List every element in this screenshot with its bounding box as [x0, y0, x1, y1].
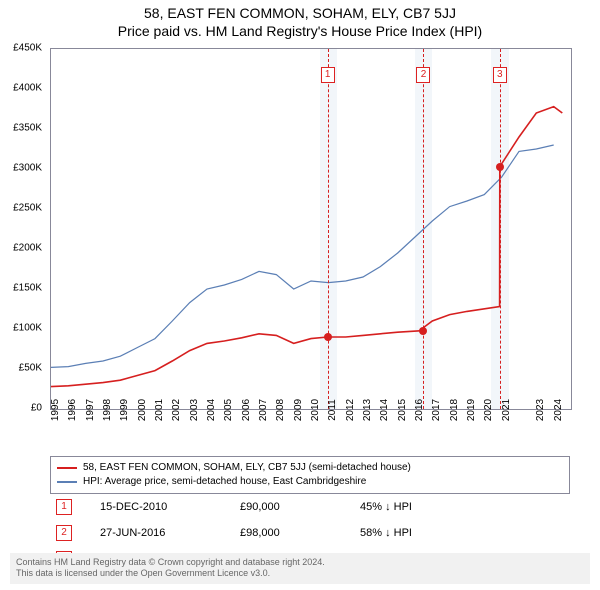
legend-color-line [57, 481, 77, 483]
transaction-marker: 3 [493, 67, 507, 83]
chart-lines-svg [51, 49, 571, 409]
transaction-row: 1 15-DEC-2010£90,00045% ↓ HPI [50, 494, 570, 520]
transaction-row-date: 27-JUN-2016 [100, 527, 240, 539]
transaction-vline [423, 49, 424, 409]
transaction-marker: 1 [321, 67, 335, 83]
y-tick-label: £0 [31, 403, 42, 414]
transaction-row-num: 1 [56, 499, 72, 515]
y-tick-label: £100K [13, 323, 42, 334]
y-tick-label: £450K [13, 43, 42, 54]
chart-legend: 58, EAST FEN COMMON, SOHAM, ELY, CB7 5JJ… [50, 456, 570, 494]
y-tick-label: £350K [13, 123, 42, 134]
transaction-row-price: £90,000 [240, 501, 360, 513]
transaction-row-pct: 58% ↓ HPI [360, 527, 480, 539]
transaction-vline [328, 49, 329, 409]
transaction-row-pct: 45% ↓ HPI [360, 501, 480, 513]
chart-plot-area: 1 2 3 [50, 48, 572, 410]
chart-title: 58, EAST FEN COMMON, SOHAM, ELY, CB7 5JJ… [0, 0, 600, 40]
price-dot [324, 333, 332, 341]
y-tick-label: £250K [13, 203, 42, 214]
title-line-2: Price paid vs. HM Land Registry's House … [0, 22, 600, 40]
legend-color-line [57, 467, 77, 469]
y-tick-label: £300K [13, 163, 42, 174]
y-axis-labels: £0£50K£100K£150K£200K£250K£300K£350K£400… [0, 48, 46, 408]
y-tick-label: £150K [13, 283, 42, 294]
property-line [51, 107, 562, 387]
transaction-row-num: 2 [56, 525, 72, 541]
y-tick-label: £200K [13, 243, 42, 254]
x-tick-label: 2024 [553, 399, 593, 421]
chart-footer: Contains HM Land Registry data © Crown c… [10, 553, 590, 584]
transaction-marker: 2 [416, 67, 430, 83]
price-dot [496, 163, 504, 171]
legend-label: 58, EAST FEN COMMON, SOHAM, ELY, CB7 5JJ… [83, 461, 411, 475]
transaction-row: 2 27-JUN-2016£98,00058% ↓ HPI [50, 520, 570, 546]
transaction-vline [500, 49, 501, 409]
hpi-line [51, 145, 554, 367]
price-dot [419, 327, 427, 335]
title-line-1: 58, EAST FEN COMMON, SOHAM, ELY, CB7 5JJ [0, 4, 600, 22]
legend-label: HPI: Average price, semi-detached house,… [83, 475, 366, 489]
legend-row: 58, EAST FEN COMMON, SOHAM, ELY, CB7 5JJ… [57, 461, 563, 475]
legend-row: HPI: Average price, semi-detached house,… [57, 475, 563, 489]
footer-line-2: This data is licensed under the Open Gov… [16, 568, 584, 580]
y-tick-label: £50K [19, 363, 42, 374]
transaction-row-price: £98,000 [240, 527, 360, 539]
x-axis-labels: 1995199619971998199920002001200220032004… [50, 410, 570, 450]
y-tick-label: £400K [13, 83, 42, 94]
transaction-row-date: 15-DEC-2010 [100, 501, 240, 513]
footer-line-1: Contains HM Land Registry data © Crown c… [16, 557, 584, 569]
